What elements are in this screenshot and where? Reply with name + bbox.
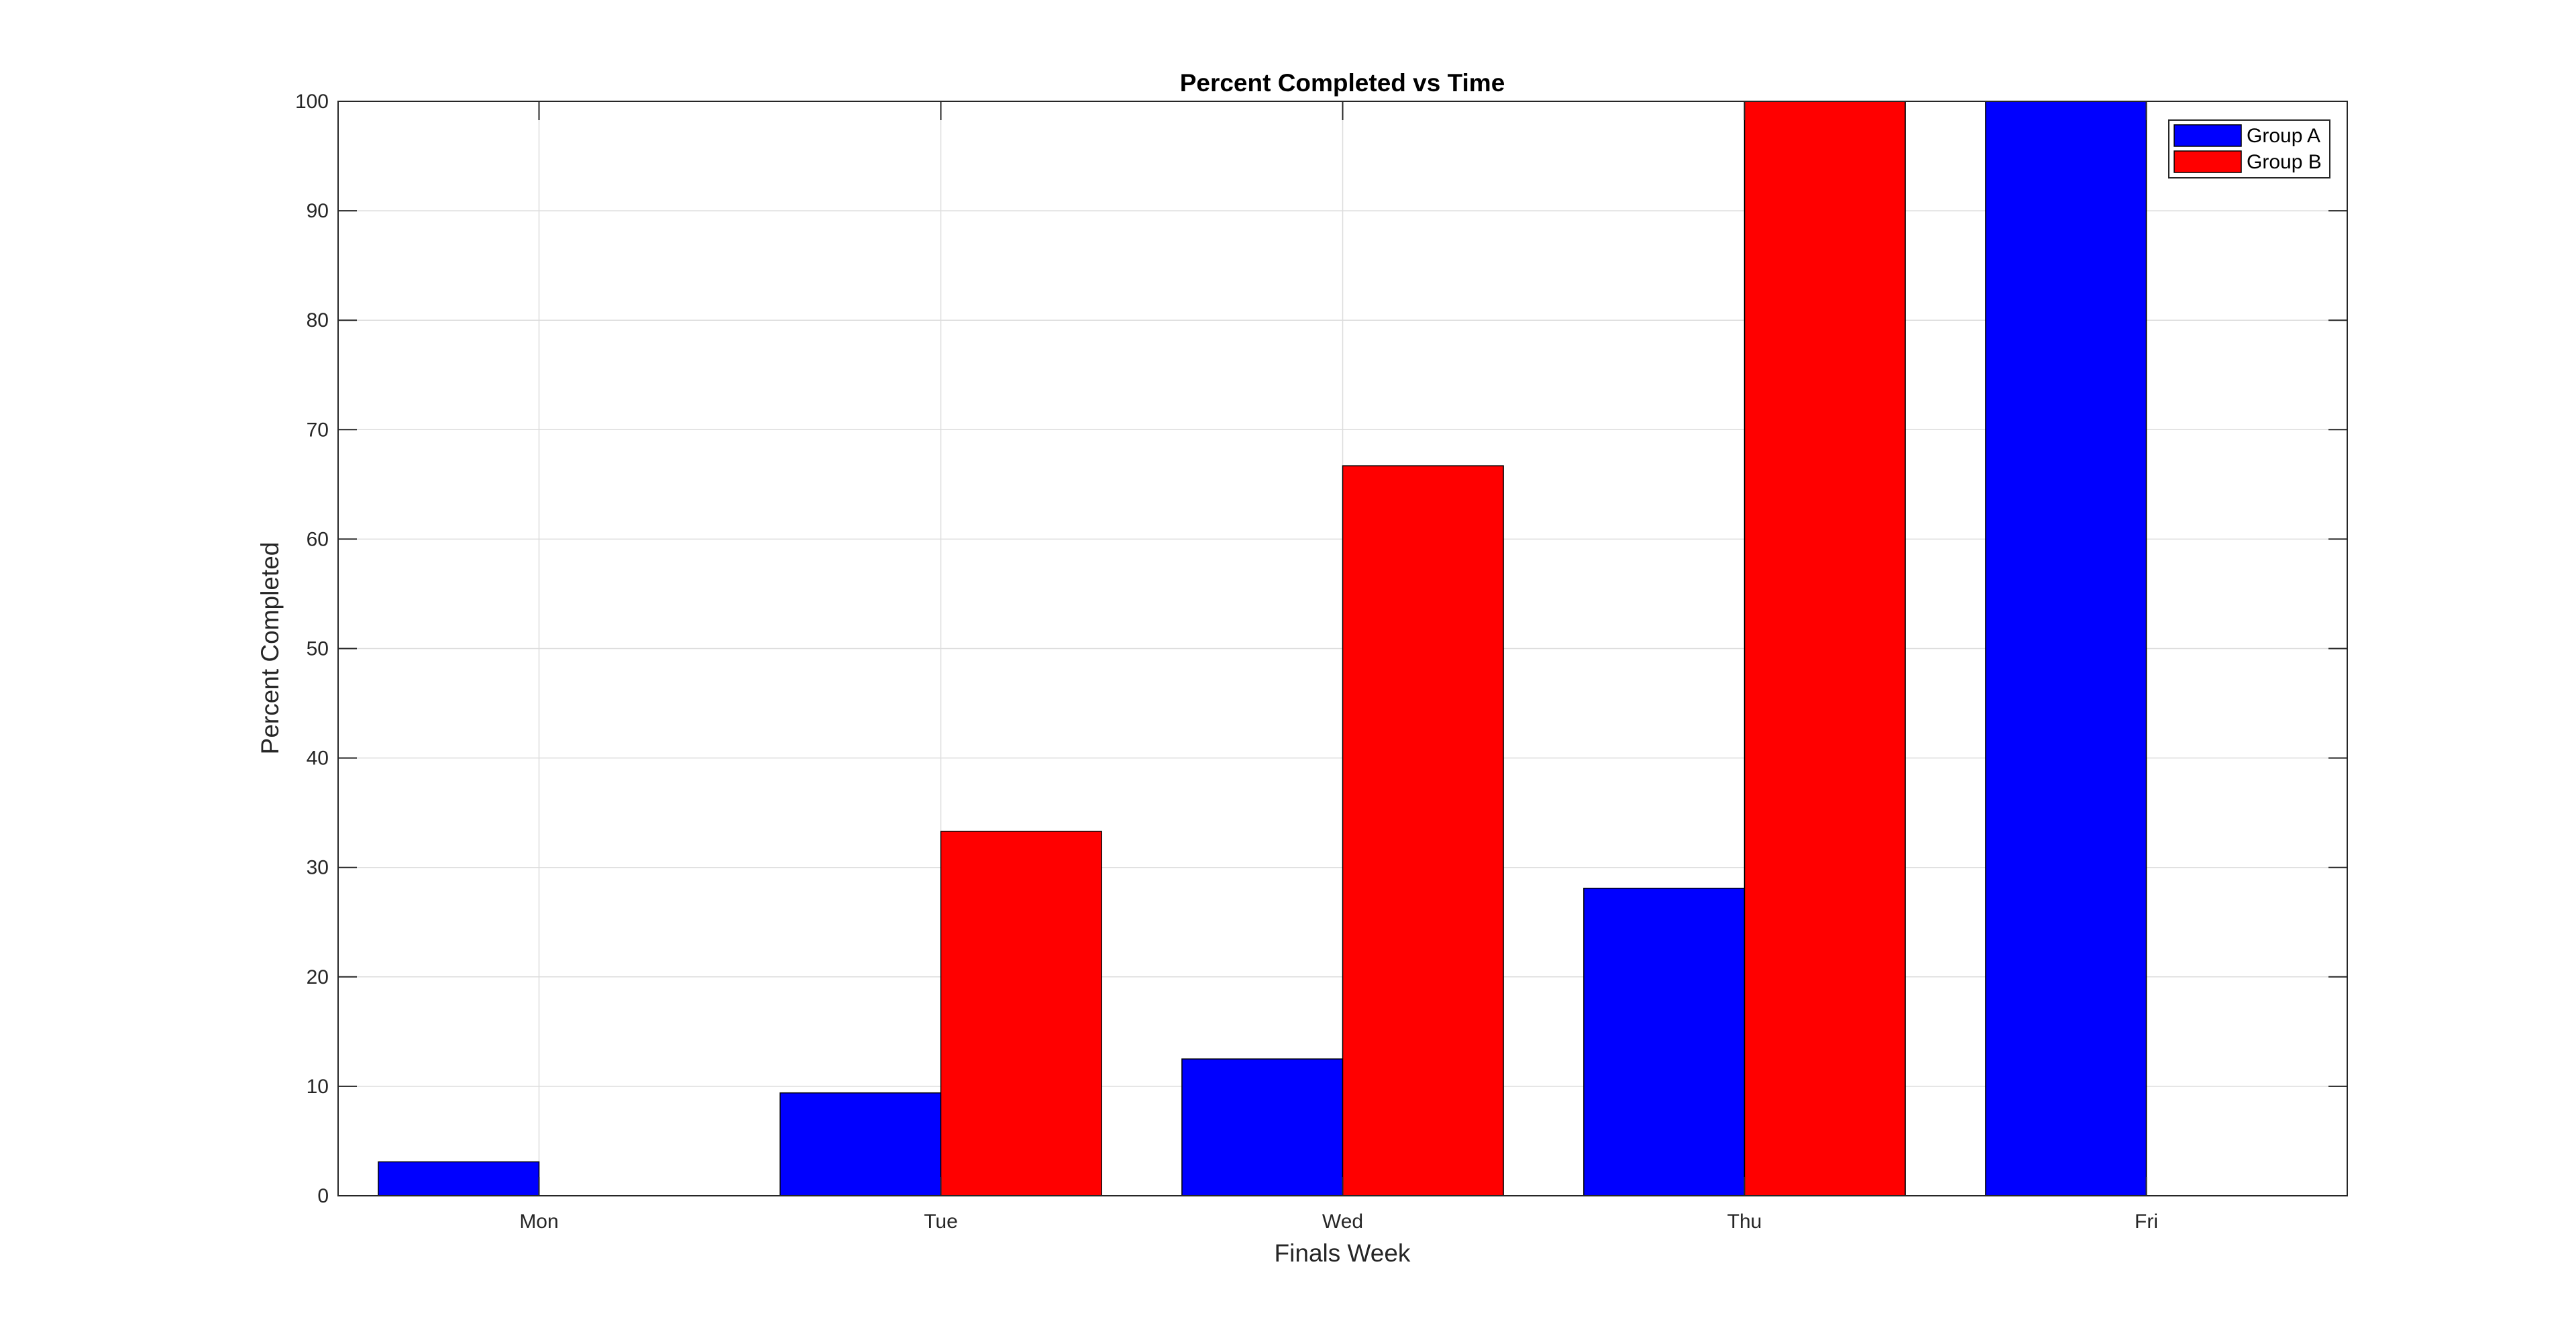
y-axis-label: Percent Completed [256, 542, 284, 755]
bar-group-a-thu [1583, 887, 1746, 1196]
y-tick-label: 70 [307, 419, 329, 441]
bars [378, 101, 2147, 1196]
x-tick-label: Wed [1322, 1211, 1363, 1233]
bar-group-a-fri [1985, 101, 2147, 1196]
bar-group-b-tue [940, 831, 1102, 1196]
y-tick-label: 30 [307, 857, 329, 879]
x-tick-label: Thu [1727, 1211, 1762, 1233]
legend: Group A Group B [2168, 119, 2330, 178]
legend-swatch-group-a [2174, 124, 2242, 147]
y-tick-labels: 0 10 20 30 40 50 60 70 80 90 100 [295, 91, 329, 1207]
bar-group-a-wed [1181, 1058, 1344, 1196]
legend-label-group-a: Group A [2247, 125, 2320, 147]
x-tick-label: Tue [924, 1211, 958, 1233]
y-tick-label: 20 [307, 966, 329, 988]
x-axis-label: Finals Week [1275, 1239, 1411, 1267]
bar-group-b-wed [1342, 465, 1504, 1196]
y-tick-label: 50 [307, 638, 329, 660]
legend-label-group-b: Group B [2247, 151, 2322, 173]
y-tick-label: 80 [307, 309, 329, 331]
y-tick-label: 10 [307, 1076, 329, 1098]
y-tick-label: 0 [317, 1185, 329, 1207]
bar-group-a-mon [378, 1161, 540, 1196]
y-tick-label: 40 [307, 748, 329, 770]
x-tick-labels: Mon Tue Wed Thu Fri [519, 1211, 2158, 1233]
bar-group-a-tue [780, 1092, 942, 1196]
x-tick-label: Fri [2135, 1211, 2158, 1233]
y-tick-label: 100 [295, 91, 329, 113]
x-tick-label: Mon [519, 1211, 558, 1233]
legend-swatch-group-b [2174, 150, 2242, 173]
y-tick-label: 90 [307, 200, 329, 222]
bar-group-b-thu [1743, 101, 1906, 1196]
axis-ticks [338, 101, 2347, 1196]
y-tick-label: 60 [307, 528, 329, 550]
chart-title: Percent Completed vs Time [1180, 69, 1505, 97]
